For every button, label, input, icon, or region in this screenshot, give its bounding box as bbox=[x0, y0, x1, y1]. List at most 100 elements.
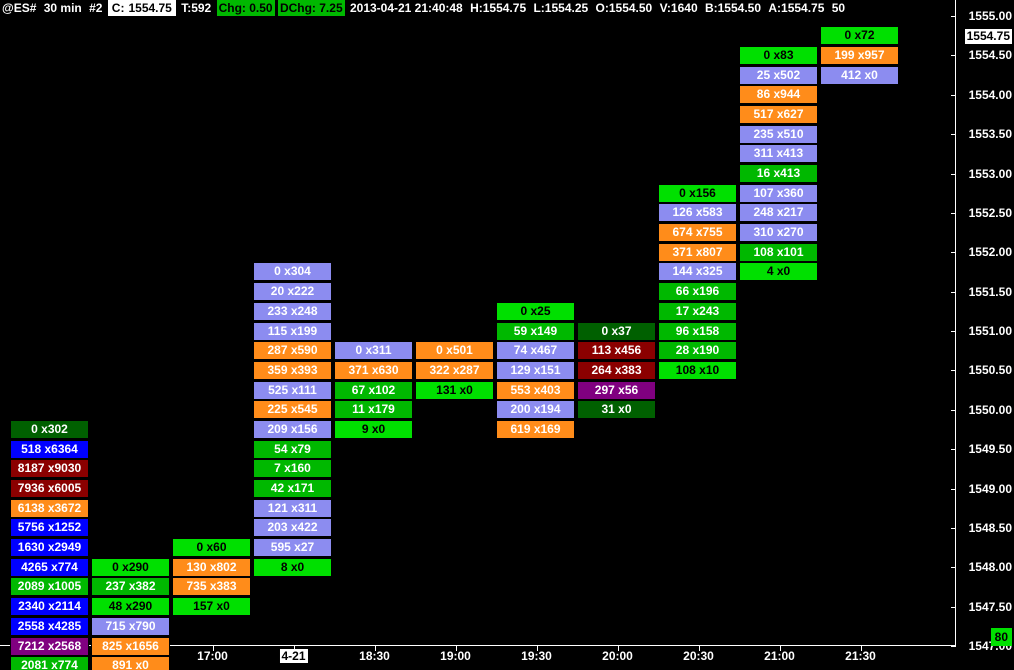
footprint-cell: 0 x311 bbox=[334, 341, 413, 360]
footprint-cell: 287 x590 bbox=[253, 341, 332, 360]
high-label: H:1554.75 bbox=[468, 0, 528, 16]
close-box: C:1554.75 bbox=[108, 0, 176, 16]
footprint-cell: 74 x467 bbox=[496, 341, 575, 360]
footprint-cell: 200 x194 bbox=[496, 400, 575, 419]
footprint-cell: 7936 x6005 bbox=[10, 479, 89, 498]
footprint-cell: 553 x403 bbox=[496, 381, 575, 400]
timestamp-label: 2013-04-21 21:40:48 bbox=[348, 0, 465, 16]
tail-label: 50 bbox=[830, 0, 847, 16]
footprint-cell: 20 x222 bbox=[253, 282, 332, 301]
footprint-cell: 715 x790 bbox=[91, 617, 170, 636]
footprint-cell: 157 x0 bbox=[172, 597, 251, 616]
open-label: O:1554.50 bbox=[594, 0, 655, 16]
footprint-cell: 199 x957 bbox=[820, 46, 899, 65]
footprint-cell: 0 x156 bbox=[658, 184, 737, 203]
y-axis: 1547.001547.501548.001548.501549.001549.… bbox=[955, 0, 1014, 646]
y-axis-label: 1549.50 bbox=[969, 442, 1012, 456]
bottom-right-indicator: 80 bbox=[991, 628, 1012, 646]
ask-label: A:1554.75 bbox=[766, 0, 826, 16]
footprint-cell: 108 x10 bbox=[658, 361, 737, 380]
footprint-cell: 130 x802 bbox=[172, 558, 251, 577]
footprint-cell: 7212 x2568 bbox=[10, 637, 89, 656]
x-axis-label: 20:30 bbox=[683, 649, 714, 663]
x-axis-label: 21:30 bbox=[845, 649, 876, 663]
footprint-cell: 2089 x1005 bbox=[10, 577, 89, 596]
bid-label: B:1554.50 bbox=[703, 0, 763, 16]
footprint-cell: 108 x101 bbox=[739, 243, 818, 262]
footprint-cell: 225 x545 bbox=[253, 400, 332, 419]
footprint-cell: 674 x755 bbox=[658, 223, 737, 242]
footprint-cell: 8187 x9030 bbox=[10, 459, 89, 478]
footprint-cell: 2340 x2114 bbox=[10, 597, 89, 616]
footprint-cell: 9 x0 bbox=[334, 420, 413, 439]
y-axis-label: 1553.00 bbox=[969, 167, 1012, 181]
footprint-cell: 0 x304 bbox=[253, 262, 332, 281]
footprint-cell: 4 x0 bbox=[739, 262, 818, 281]
trades-label: T:592 bbox=[179, 0, 213, 16]
y-axis-label: 1550.50 bbox=[969, 363, 1012, 377]
footprint-cell: 310 x270 bbox=[739, 223, 818, 242]
footprint-cell: 412 x0 bbox=[820, 66, 899, 85]
pane-label: #2 bbox=[87, 0, 104, 16]
footprint-cell: 0 x72 bbox=[820, 26, 899, 45]
footprint-cell: 11 x179 bbox=[334, 400, 413, 419]
footprint-cell: 113 x456 bbox=[577, 341, 656, 360]
footprint-cell: 31 x0 bbox=[577, 400, 656, 419]
footprint-cell: 371 x630 bbox=[334, 361, 413, 380]
footprint-cell: 0 x501 bbox=[415, 341, 494, 360]
footprint-cell: 48 x290 bbox=[91, 597, 170, 616]
y-axis-label: 1551.50 bbox=[969, 285, 1012, 299]
footprint-cell: 131 x0 bbox=[415, 381, 494, 400]
footprint-cell: 525 x111 bbox=[253, 381, 332, 400]
footprint-cell: 0 x83 bbox=[739, 46, 818, 65]
footprint-cell: 126 x583 bbox=[658, 203, 737, 222]
footprint-cell: 203 x422 bbox=[253, 518, 332, 537]
footprint-cell: 86 x944 bbox=[739, 85, 818, 104]
footprint-cell: 66 x196 bbox=[658, 282, 737, 301]
footprint-cell: 517 x627 bbox=[739, 105, 818, 124]
footprint-cell: 7 x160 bbox=[253, 459, 332, 478]
y-axis-label: 1551.00 bbox=[969, 324, 1012, 338]
chart-header: @ES# 30 min #2 C:1554.75 T:592 Chg: 0.50… bbox=[0, 0, 847, 16]
x-axis-label: 4-21 bbox=[279, 649, 307, 663]
footprint-cell: 0 x37 bbox=[577, 322, 656, 341]
footprint-cell: 6138 x3672 bbox=[10, 499, 89, 518]
volume-label: V:1640 bbox=[658, 0, 700, 16]
y-axis-label: 1555.00 bbox=[969, 9, 1012, 23]
footprint-cell: 518 x6364 bbox=[10, 440, 89, 459]
footprint-cell: 2081 x774 bbox=[10, 656, 89, 670]
footprint-cell: 248 x217 bbox=[739, 203, 818, 222]
footprint-cell: 1630 x2949 bbox=[10, 538, 89, 557]
footprint-cell: 235 x510 bbox=[739, 125, 818, 144]
y-axis-label: 1552.00 bbox=[969, 245, 1012, 259]
footprint-cell: 0 x302 bbox=[10, 420, 89, 439]
x-axis-label: 18:30 bbox=[359, 649, 390, 663]
footprint-cell: 0 x25 bbox=[496, 302, 575, 321]
x-axis-label: 17:00 bbox=[197, 649, 228, 663]
interval-label: 30 min bbox=[42, 0, 84, 16]
footprint-cell: 2558 x4285 bbox=[10, 617, 89, 636]
footprint-cell: 16 x413 bbox=[739, 164, 818, 183]
footprint-cell: 619 x169 bbox=[496, 420, 575, 439]
footprint-cell: 5756 x1252 bbox=[10, 518, 89, 537]
footprint-cell: 4265 x774 bbox=[10, 558, 89, 577]
y-axis-label: 1554.00 bbox=[969, 88, 1012, 102]
footprint-cell: 59 x149 bbox=[496, 322, 575, 341]
footprint-cell: 129 x151 bbox=[496, 361, 575, 380]
x-axis-label: 19:00 bbox=[440, 649, 471, 663]
x-axis-label: 21:00 bbox=[764, 649, 795, 663]
footprint-cell: 107 x360 bbox=[739, 184, 818, 203]
footprint-cell: 0 x290 bbox=[91, 558, 170, 577]
y-axis-label: 1548.00 bbox=[969, 560, 1012, 574]
footprint-cell: 209 x156 bbox=[253, 420, 332, 439]
footprint-cell: 359 x393 bbox=[253, 361, 332, 380]
footprint-cell: 28 x190 bbox=[658, 341, 737, 360]
x-axis-label: 20:00 bbox=[602, 649, 633, 663]
y-axis-label: 1549.00 bbox=[969, 482, 1012, 496]
footprint-cell: 237 x382 bbox=[91, 577, 170, 596]
footprint-chart: @ES# 30 min #2 C:1554.75 T:592 Chg: 0.50… bbox=[0, 0, 1014, 670]
footprint-cell: 371 x807 bbox=[658, 243, 737, 262]
footprint-cell: 8 x0 bbox=[253, 558, 332, 577]
footprint-cell: 891 x0 bbox=[91, 656, 170, 670]
footprint-cell: 233 x248 bbox=[253, 302, 332, 321]
